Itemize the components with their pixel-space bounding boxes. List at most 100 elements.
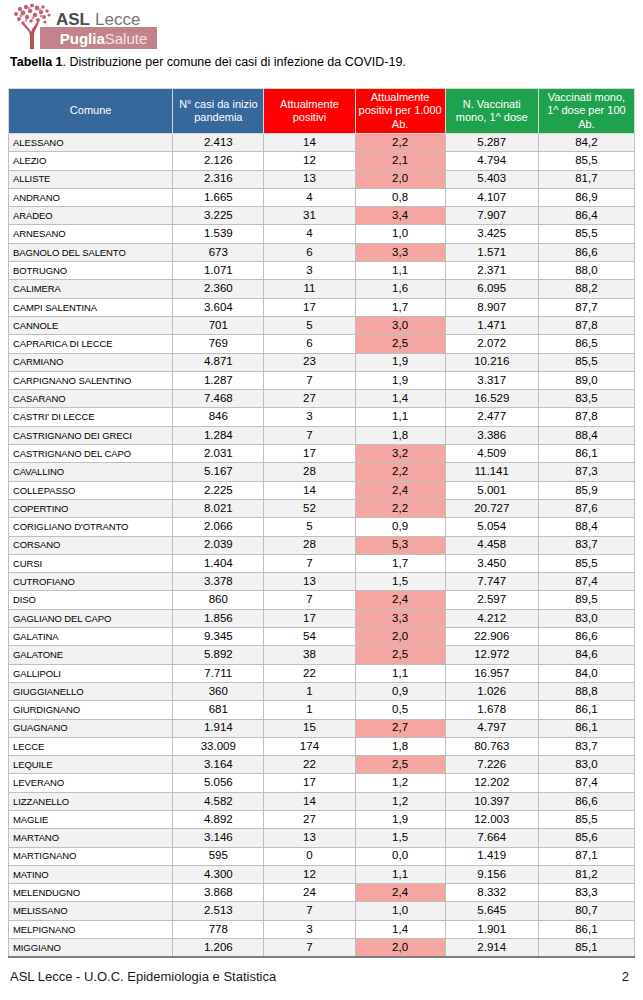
value-cell: 1,1 xyxy=(355,865,445,883)
value-cell: 2.371 xyxy=(445,262,538,280)
value-cell: 13 xyxy=(264,573,355,591)
value-cell: 88,4 xyxy=(538,426,634,444)
comune-cell: LEVERANO xyxy=(9,774,173,792)
value-cell: 3.386 xyxy=(445,426,538,444)
value-cell: 14 xyxy=(264,792,355,810)
value-cell: 86,6 xyxy=(538,792,634,810)
value-cell: 1 xyxy=(264,701,355,719)
value-cell: 27 xyxy=(264,810,355,828)
comune-cell: MELPIGNANO xyxy=(9,920,173,938)
value-cell: 88,4 xyxy=(538,518,634,536)
value-cell: 84,2 xyxy=(538,134,634,152)
table-row: GAGLIANO DEL CAPO1.856173,34.21283,0 xyxy=(9,609,635,627)
value-cell: 1,4 xyxy=(355,390,445,408)
value-cell: 1.665 xyxy=(173,188,264,206)
comune-cell: BAGNOLO DEL SALENTO xyxy=(9,243,173,261)
value-cell: 80,7 xyxy=(538,902,634,920)
table-row: COLLEPASSO2.225142,45.00185,9 xyxy=(9,481,635,499)
table-row: ARADEO3.225313,47.90786,4 xyxy=(9,207,635,225)
value-cell: 28 xyxy=(264,463,355,481)
comune-cell: GUAGNANO xyxy=(9,719,173,737)
table-row: MAGLIE4.892271,912.00385,5 xyxy=(9,810,635,828)
value-cell: 4 xyxy=(264,188,355,206)
comune-cell: CURSI xyxy=(9,554,173,572)
table-row: CORSANO2.039285,34.45883,7 xyxy=(9,536,635,554)
table-header: Comune N° casi da inizio pandemia Attual… xyxy=(9,89,635,134)
value-cell: 1.678 xyxy=(445,701,538,719)
column-header: N° casi da inizio pandemia xyxy=(173,89,264,134)
value-cell: 6 xyxy=(264,243,355,261)
comune-cell: ALLISTE xyxy=(9,170,173,188)
table-row: CAMPI SALENTINA3.604171,78.90787,7 xyxy=(9,298,635,316)
value-cell: 2.225 xyxy=(173,481,264,499)
value-cell: 778 xyxy=(173,920,264,938)
table-caption-number: Tabella 1 xyxy=(10,55,63,69)
value-cell: 86,1 xyxy=(538,719,634,737)
table-row: CASTRIGNANO DEI GRECI1.28471,83.38688,4 xyxy=(9,426,635,444)
value-cell: 7 xyxy=(264,939,355,957)
value-cell: 1.539 xyxy=(173,225,264,243)
value-cell: 2.316 xyxy=(173,170,264,188)
comune-cell: MAGLIE xyxy=(9,810,173,828)
value-cell: 3 xyxy=(264,920,355,938)
table-row: CARPIGNANO SALENTINO1.28771,93.31789,0 xyxy=(9,371,635,389)
table-row: CANNOLE70153,01.47187,8 xyxy=(9,316,635,334)
value-cell: 2.066 xyxy=(173,518,264,536)
table-row: MARTIGNANO59500,01.41987,1 xyxy=(9,847,635,865)
comune-cell: DISO xyxy=(9,591,173,609)
value-cell: 2.513 xyxy=(173,902,264,920)
value-cell: 83,7 xyxy=(538,536,634,554)
value-cell: 87,3 xyxy=(538,463,634,481)
value-cell: 86,6 xyxy=(538,243,634,261)
value-cell: 1,1 xyxy=(355,408,445,426)
value-cell: 11.141 xyxy=(445,463,538,481)
value-cell: 1.287 xyxy=(173,371,264,389)
value-cell: 10.397 xyxy=(445,792,538,810)
value-cell: 24 xyxy=(264,884,355,902)
value-cell: 4.582 xyxy=(173,792,264,810)
value-cell: 88,2 xyxy=(538,280,634,298)
table-row: GIUGGIANELLO36010,91.02688,8 xyxy=(9,682,635,700)
value-cell: 3,2 xyxy=(355,445,445,463)
value-cell: 4.509 xyxy=(445,445,538,463)
table-row: ALLISTE2.316132,05.40381,7 xyxy=(9,170,635,188)
value-cell: 12 xyxy=(264,865,355,883)
value-cell: 87,6 xyxy=(538,499,634,517)
value-cell: 3.450 xyxy=(445,554,538,572)
value-cell: 1.419 xyxy=(445,847,538,865)
comune-cell: BOTRUGNO xyxy=(9,262,173,280)
value-cell: 54 xyxy=(264,628,355,646)
value-cell: 3.146 xyxy=(173,829,264,847)
value-cell: 12.202 xyxy=(445,774,538,792)
value-cell: 83,0 xyxy=(538,756,634,774)
value-cell: 1,2 xyxy=(355,774,445,792)
value-cell: 4.794 xyxy=(445,152,538,170)
value-cell: 846 xyxy=(173,408,264,426)
value-cell: 2,2 xyxy=(355,499,445,517)
banner-salute: Salute xyxy=(105,30,148,47)
value-cell: 1.856 xyxy=(173,609,264,627)
table-row: CALIMERA2.360111,66.09588,2 xyxy=(9,280,635,298)
value-cell: 89,5 xyxy=(538,591,634,609)
value-cell: 5.645 xyxy=(445,902,538,920)
value-cell: 52 xyxy=(264,499,355,517)
value-cell: 83,7 xyxy=(538,737,634,755)
value-cell: 595 xyxy=(173,847,264,865)
table-row: COPERTINO8.021522,220.72787,6 xyxy=(9,499,635,517)
value-cell: 87,4 xyxy=(538,774,634,792)
value-cell: 1.571 xyxy=(445,243,538,261)
value-cell: 84,6 xyxy=(538,646,634,664)
table-row: CUTROFIANO3.378131,57.74787,4 xyxy=(9,573,635,591)
banner-puglia: Puglia xyxy=(60,30,105,47)
value-cell: 85,5 xyxy=(538,225,634,243)
value-cell: 1,7 xyxy=(355,298,445,316)
value-cell: 3.317 xyxy=(445,371,538,389)
comune-cell: ARADEO xyxy=(9,207,173,225)
comune-cell: GALLIPOLI xyxy=(9,664,173,682)
value-cell: 2.126 xyxy=(173,152,264,170)
value-cell: 2,4 xyxy=(355,884,445,902)
comune-cell: LEQUILE xyxy=(9,756,173,774)
value-cell: 1,9 xyxy=(355,353,445,371)
value-cell: 9.345 xyxy=(173,628,264,646)
table-row: CAVALLINO5.167282,211.14187,3 xyxy=(9,463,635,481)
